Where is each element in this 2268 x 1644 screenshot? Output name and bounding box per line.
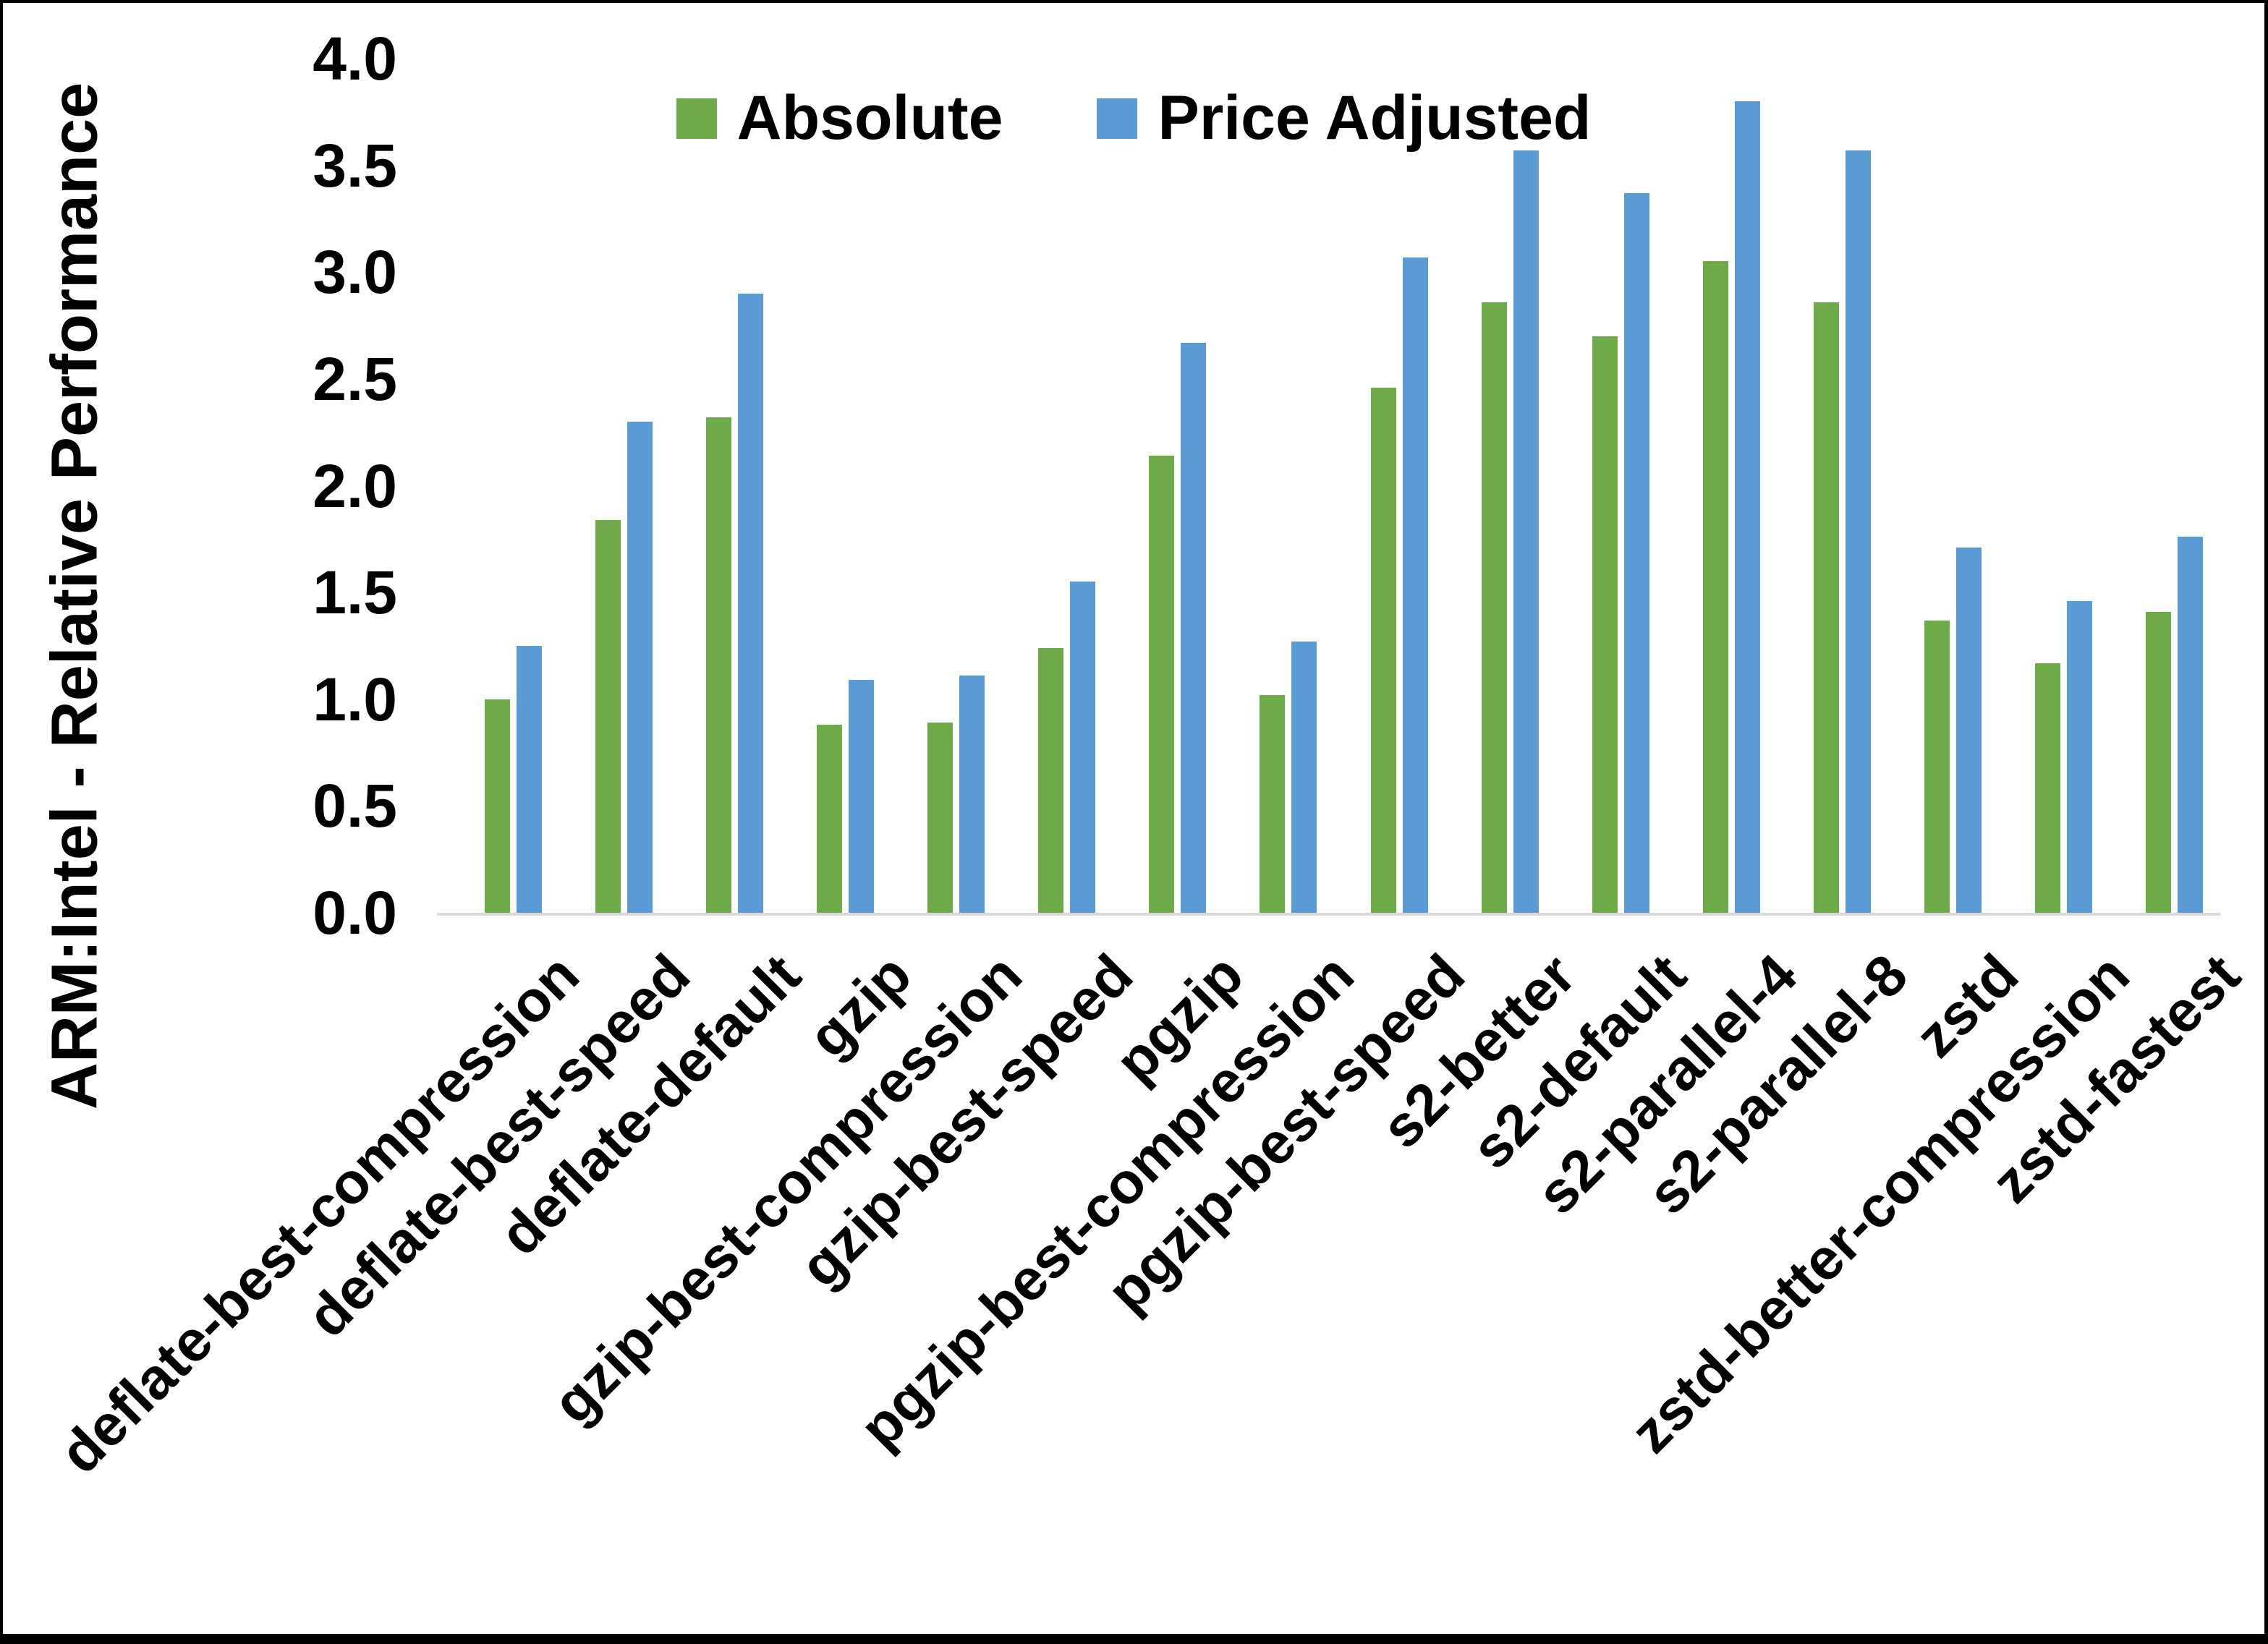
bar-price-adjusted-gzip-best-speed — [1070, 582, 1096, 913]
bar-price-adjusted-gzip-best-compression — [959, 676, 985, 913]
y-axis-title: ARM:Intel - Relative Performance — [38, 82, 111, 1110]
bar-absolute-s2-parallel-8 — [1813, 302, 1839, 913]
legend-swatch-icon — [676, 98, 717, 139]
bar-absolute-s2-default — [1592, 336, 1618, 913]
bar-price-adjusted-s2-parallel-4 — [1734, 101, 1760, 913]
legend-item-absolute: Absolute — [676, 82, 1003, 154]
y-tick-label: 4.0 — [313, 25, 397, 93]
bar-absolute-s2-better — [1481, 302, 1507, 913]
y-tick-label: 3.5 — [313, 131, 397, 200]
legend-swatch-icon — [1097, 98, 1138, 139]
bar-absolute-zstd-better-compression — [2034, 663, 2060, 913]
bar-price-adjusted-deflate-default — [738, 293, 764, 913]
bar-price-adjusted-zstd — [1955, 548, 1982, 913]
bar-price-adjusted-s2-better — [1513, 150, 1539, 913]
bar-absolute-deflate-best-speed — [595, 519, 621, 913]
bar-price-adjusted-gzip — [849, 680, 875, 913]
bar-price-adjusted-s2-default — [1623, 193, 1649, 913]
bar-absolute-deflate-default — [706, 417, 732, 913]
y-tick-label: 0.0 — [313, 879, 397, 947]
bar-absolute-gzip-best-speed — [1038, 647, 1064, 913]
bar-absolute-zstd-fastest — [2146, 611, 2172, 913]
bar-price-adjusted-pgzip-best-compression — [1291, 642, 1317, 913]
bar-price-adjusted-zstd-better-compression — [2066, 600, 2092, 913]
legend-item-price-adjusted: Price Adjusted — [1097, 82, 1591, 154]
x-axis-baseline — [437, 913, 2220, 916]
y-tick-label: 2.0 — [313, 451, 397, 520]
y-tick-label: 2.5 — [313, 344, 397, 413]
bar-absolute-pgzip — [1149, 456, 1175, 913]
y-tick-label: 1.0 — [313, 665, 397, 733]
bar-absolute-pgzip-best-compression — [1260, 694, 1286, 913]
bar-absolute-gzip — [817, 725, 843, 913]
bar-price-adjusted-deflate-best-speed — [627, 421, 653, 913]
bar-absolute-pgzip-best-speed — [1370, 387, 1396, 913]
bar-absolute-zstd — [1924, 620, 1950, 913]
bar-absolute-s2-parallel-4 — [1702, 261, 1728, 913]
bar-price-adjusted-pgzip — [1181, 342, 1207, 913]
bar-price-adjusted-deflate-best-compression — [517, 645, 542, 913]
bar-absolute-gzip-best-compression — [927, 723, 954, 913]
y-tick-label: 0.5 — [313, 772, 397, 840]
legend-label: Absolute — [736, 83, 1003, 153]
bar-price-adjusted-zstd-fastest — [2178, 537, 2204, 913]
legend-label: Price Adjusted — [1158, 83, 1592, 153]
bar-price-adjusted-s2-parallel-8 — [1845, 150, 1871, 913]
y-tick-label: 1.5 — [313, 558, 397, 627]
bar-price-adjusted-pgzip-best-speed — [1402, 257, 1428, 913]
legend: Absolute Price Adjusted — [3, 82, 2264, 154]
y-tick-label: 3.0 — [313, 238, 397, 307]
bar-absolute-deflate-best-compression — [485, 699, 510, 913]
